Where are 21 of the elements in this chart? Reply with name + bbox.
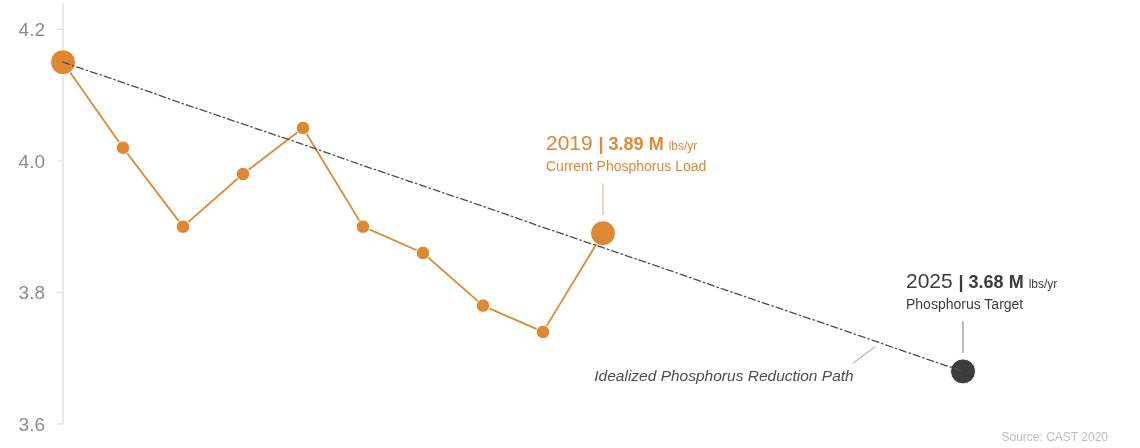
point — [475, 298, 491, 313]
data-label: 2019 | 3.89 M lbs/yr — [546, 131, 698, 155]
point — [590, 220, 616, 247]
y-tick-label: 3.6 — [18, 413, 45, 435]
y-tick-label: 4.0 — [18, 150, 45, 172]
point — [355, 219, 371, 234]
point — [50, 49, 76, 76]
text: Current Phosphorus Load — [546, 158, 707, 175]
point — [175, 219, 191, 234]
text: Phosphorus Target — [906, 296, 1024, 313]
point — [535, 324, 551, 340]
text: Idealized Phosphorus Reduction Path — [594, 367, 854, 385]
point — [415, 245, 431, 261]
point — [295, 120, 311, 136]
point — [950, 358, 976, 385]
y-tick-label: 3.8 — [18, 282, 45, 304]
point — [115, 140, 131, 155]
y-tick-label: 4.2 — [18, 18, 45, 40]
source-note: Source: CAST 2020 — [1001, 430, 1109, 444]
point — [235, 166, 251, 182]
data-label: 2025 | 3.68 M lbs/yr — [906, 269, 1058, 293]
